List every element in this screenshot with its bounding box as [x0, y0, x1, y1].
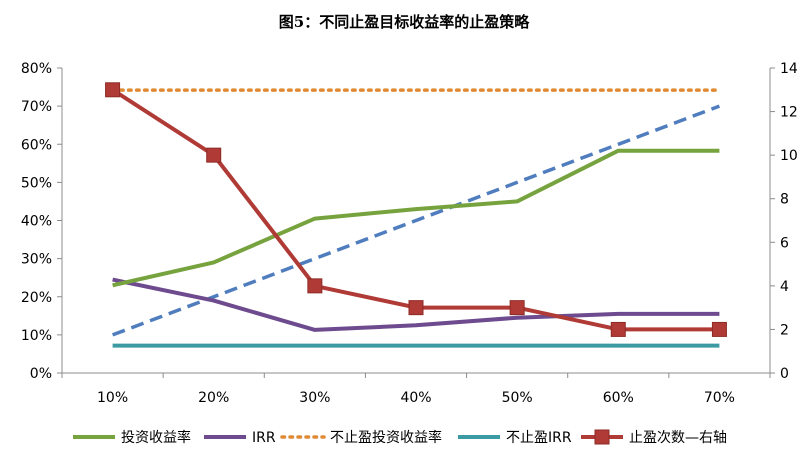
series-line-5 [111, 104, 721, 337]
y-left-tick-label: 10% [21, 328, 52, 344]
legend-label: 不止盈IRR [506, 430, 572, 446]
series-line-0 [112, 148, 720, 288]
legend-label: 止盈次数—右轴 [629, 430, 727, 446]
x-tick-label: 20% [198, 390, 229, 406]
y-left-tick-label: 30% [21, 252, 52, 268]
x-tick-label: 70% [704, 390, 735, 406]
series-marker-point [610, 321, 626, 337]
y-left-tick-label: 70% [21, 99, 52, 115]
y-right-tick-label: 14 [780, 61, 798, 77]
y-right-tick-label: 6 [780, 235, 789, 251]
series-marker-point [408, 300, 424, 316]
y-right-tick-label: 10 [780, 148, 798, 164]
y-left-tick-label: 20% [21, 290, 52, 306]
x-tick-label: 60% [603, 390, 634, 406]
x-tick-label: 30% [299, 390, 330, 406]
series-marker-point [711, 321, 727, 337]
y-left-tick-label: 50% [21, 175, 52, 191]
y-right-tick-label: 12 [780, 105, 798, 121]
series-line-1 [112, 277, 720, 332]
series-marker-point [509, 300, 525, 316]
x-tick-label: 40% [400, 390, 431, 406]
legend-swatch-marker [594, 429, 610, 445]
legend-label: IRR [252, 430, 276, 446]
x-tick-label: 50% [502, 390, 533, 406]
series-marker-point [307, 278, 323, 294]
legend-label: 投资收益率 [121, 429, 191, 446]
y-left-tick-label: 60% [21, 137, 52, 153]
y-left-tick-label: 40% [21, 214, 52, 230]
y-right-tick-label: 4 [780, 279, 789, 295]
legend-label: 不止盈投资收益率 [330, 429, 442, 446]
y-left-tick-label: 80% [21, 61, 52, 77]
y-right-tick-label: 2 [780, 322, 789, 338]
y-right-tick-label: 0 [780, 366, 789, 382]
y-right-tick-label: 8 [780, 192, 789, 208]
x-tick-label: 10% [97, 390, 128, 406]
y-left-tick-label: 0% [30, 366, 52, 382]
series-marker-point [105, 82, 121, 98]
series-marker-point [206, 147, 222, 163]
chart-title: 图5：不同止盈目标收益率的止盈策略 [279, 13, 530, 31]
